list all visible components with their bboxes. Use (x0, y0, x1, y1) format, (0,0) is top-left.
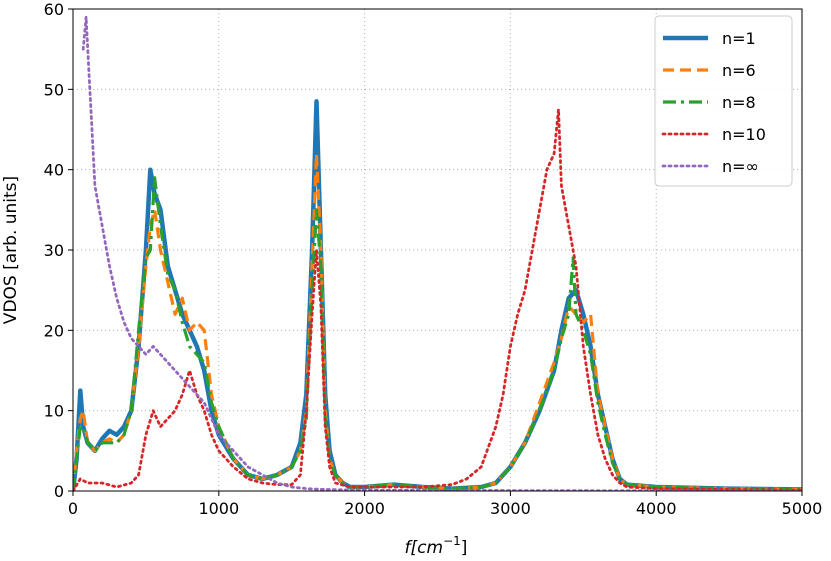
y-tick-label: 20 (44, 321, 64, 340)
x-axis-title-symbol: f (405, 538, 414, 558)
series-line-4 (73, 108, 802, 491)
x-axis-title-exponent: −1 (443, 534, 461, 548)
legend-label: n=8 (722, 93, 756, 112)
x-axis-title-unit: [cm (411, 538, 444, 558)
y-tick-label: 40 (44, 161, 64, 180)
y-tick-label: 30 (44, 241, 64, 260)
y-tick-label: 50 (44, 80, 64, 99)
axis-ticks: 0 1000 2000 3000 4000 5000 0 10 20 30 40 50 60 (44, 0, 823, 518)
y-axis-title: VDOS [arb. units] (1, 176, 21, 324)
x-tick-label: 5000 (782, 499, 823, 518)
x-tick-label: 3000 (490, 499, 531, 518)
legend-box (654, 15, 793, 187)
x-tick-label: 4000 (636, 499, 677, 518)
y-tick-label: 0 (54, 482, 64, 501)
series-lines (73, 15, 802, 491)
y-tick-label: 10 (44, 402, 64, 421)
legend-label: n=1 (722, 29, 756, 48)
legend-label: n=10 (722, 125, 766, 144)
x-tick-label: 2000 (344, 499, 385, 518)
x-axis-title-close: ] (461, 538, 468, 558)
legend-label: n=∞ (722, 157, 759, 176)
x-axis-title: f[cm−1] (405, 534, 468, 558)
x-tick-label: 0 (68, 499, 78, 518)
series-line-3 (73, 176, 802, 491)
legend-label: n=6 (722, 61, 756, 80)
legend: n=1 n=6 n=8 n=10 n=∞ (654, 15, 793, 187)
x-tick-label: 1000 (198, 499, 239, 518)
y-tick-label: 60 (44, 0, 64, 19)
series-line-5 (81, 15, 802, 491)
legend-items: n=1 n=6 n=8 n=10 n=∞ (661, 29, 766, 176)
